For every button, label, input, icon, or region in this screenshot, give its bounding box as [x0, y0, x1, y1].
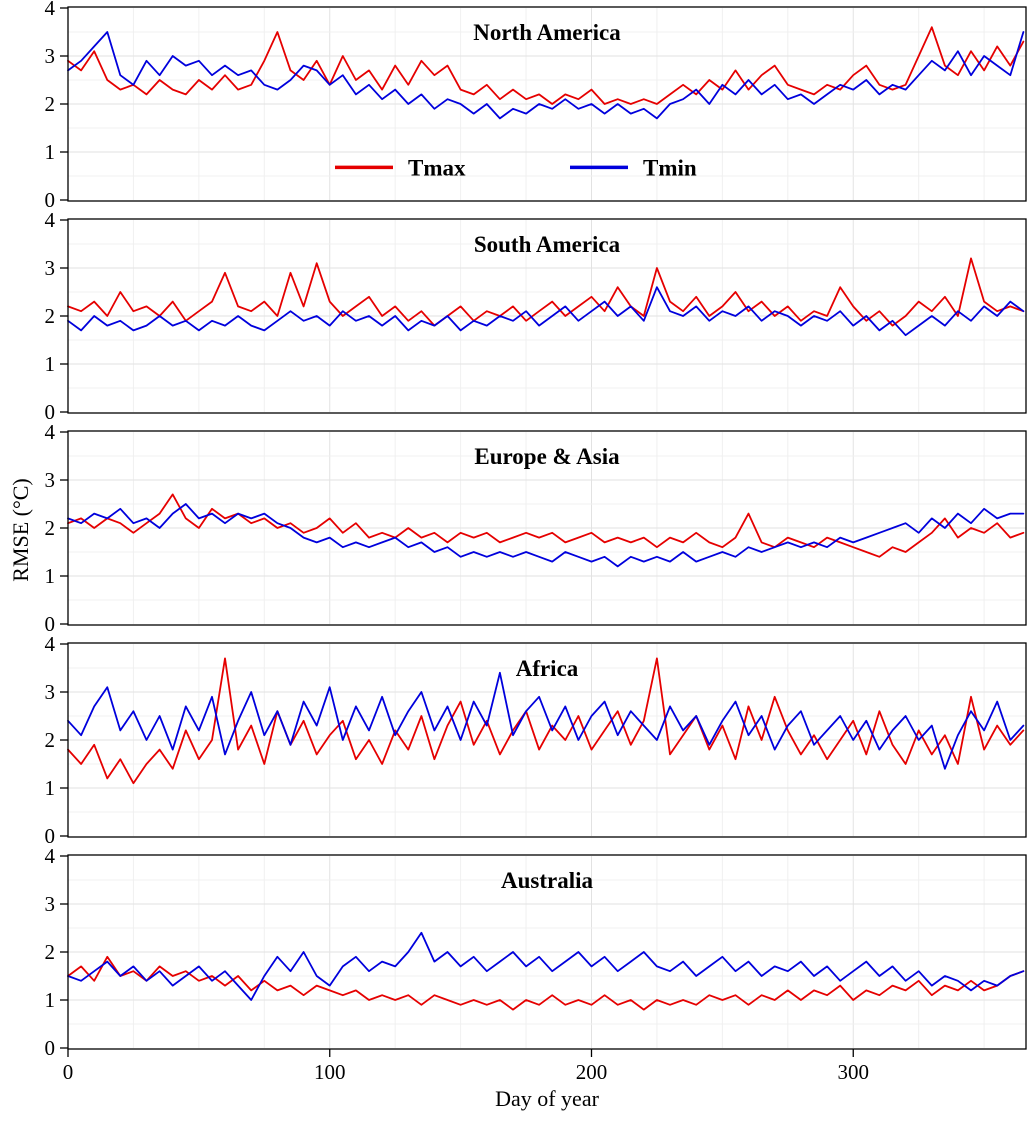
panel-title: Africa: [516, 656, 579, 681]
panel-europe-asia: 0 1 2 3 4 Europe & Asia: [45, 420, 1027, 636]
y-tick-label: 4: [45, 844, 56, 868]
y-tick-label: 1: [45, 352, 56, 376]
panel-south-america: 0 1 2 3 4 South America: [45, 208, 1027, 424]
tmax-line: [67, 955, 1025, 1011]
x-tick-label: 0: [63, 1060, 74, 1084]
y-tick-label: 3: [45, 680, 56, 704]
y-tick-label: 2: [45, 728, 56, 752]
y-tick-label: 3: [45, 256, 56, 280]
y-tick-label: 0: [45, 188, 56, 212]
panel-title: North America: [473, 20, 621, 45]
y-tick-label: 4: [45, 632, 56, 656]
y-tick-label: 3: [45, 468, 56, 492]
tmax-line: [67, 26, 1025, 105]
tmax-line: [67, 657, 1025, 785]
y-tick-label: 0: [45, 824, 56, 848]
legend-label-tmax: Tmax: [408, 155, 466, 180]
panel-title: Europe & Asia: [474, 444, 620, 469]
y-tick-label: 4: [45, 420, 56, 444]
panel-australia: 0 1 2 3 4 Australia 0 100 200 300: [45, 844, 1027, 1084]
y-tick-label: 0: [45, 1036, 56, 1060]
y-tick-label: 2: [45, 92, 56, 116]
y-tick-label: 1: [45, 776, 56, 800]
x-tick-label: 300: [837, 1060, 869, 1084]
y-tick-label: 0: [45, 400, 56, 424]
tmin-line: [67, 671, 1025, 770]
y-tick-label: 2: [45, 940, 56, 964]
panel-north-america: 0 1 2 3 4 North America Tmax Tmin: [45, 0, 1027, 212]
x-tick-label: 100: [314, 1060, 346, 1084]
panel-title: South America: [474, 232, 621, 257]
y-tick-label: 2: [45, 304, 56, 328]
y-tick-label: 3: [45, 44, 56, 68]
tmin-line: [67, 931, 1025, 1001]
panel-africa: 0 1 2 3 4 Africa: [45, 632, 1027, 848]
y-tick-label: 1: [45, 140, 56, 164]
legend-label-tmin: Tmin: [643, 155, 697, 180]
y-tick-label: 2: [45, 516, 56, 540]
y-tick-label: 4: [45, 0, 56, 20]
tmax-line: [67, 493, 1025, 558]
tmin-line: [67, 503, 1025, 568]
tmin-line: [67, 31, 1025, 120]
y-tick-label: 1: [45, 564, 56, 588]
y-axis-label: RMSE (°C): [8, 478, 33, 582]
tmin-line: [67, 286, 1025, 337]
x-tick-label: 200: [576, 1060, 608, 1084]
x-axis-label: Day of year: [495, 1086, 599, 1111]
chart-panels: 0 1 2 3 4 North America Tmax Tmin 0 1 2 3 4 South Ame…: [0, 0, 1033, 1084]
panel-title: Australia: [501, 868, 594, 893]
y-tick-label: 3: [45, 892, 56, 916]
y-tick-label: 4: [45, 208, 56, 232]
y-tick-label: 1: [45, 988, 56, 1012]
y-tick-label: 0: [45, 612, 56, 636]
